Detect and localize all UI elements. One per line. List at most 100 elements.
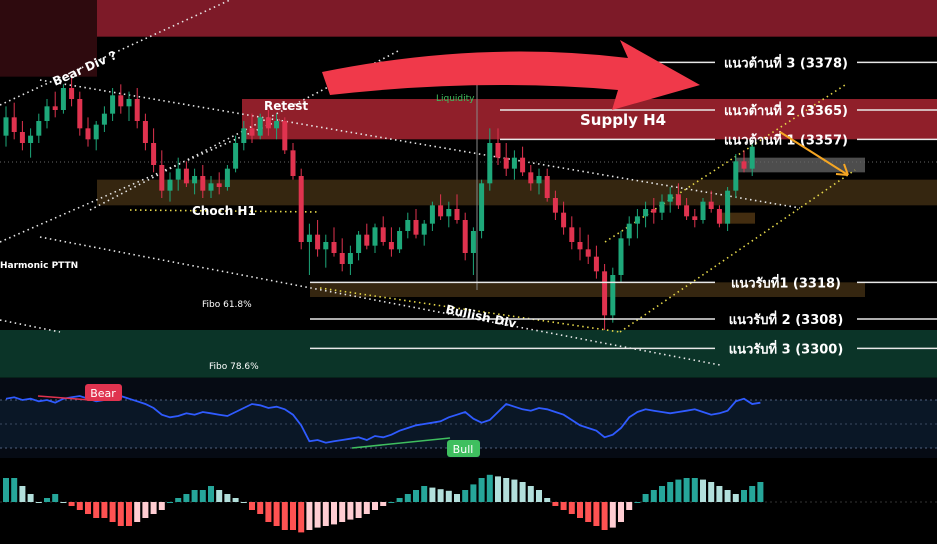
candle-body: [634, 216, 640, 224]
candle-body: [69, 88, 75, 99]
fibo-786-label: Fibo 78.6%: [209, 362, 259, 372]
histogram-bar: [659, 486, 665, 502]
candle-body: [725, 190, 731, 224]
candle-body: [298, 176, 304, 242]
candle-body: [52, 106, 58, 110]
candle-body: [290, 150, 296, 176]
candle-body: [347, 253, 353, 264]
bullish-div-label: Bullish Div: [444, 302, 517, 331]
histogram-bar: [404, 494, 411, 502]
candle-body: [249, 128, 255, 136]
level-label: แนวต้านที่ 2 (3365): [724, 101, 848, 119]
histogram-bar: [642, 494, 649, 502]
histogram-bar: [347, 502, 354, 520]
histogram-bar: [208, 486, 214, 502]
trendline-lower-channel: [0, 119, 281, 243]
rsi-bull-div-line: [351, 437, 451, 449]
candle-body: [241, 128, 247, 143]
candle-body: [503, 157, 509, 169]
histogram-bar: [339, 502, 346, 522]
candle-body: [3, 117, 9, 136]
histogram-bar: [445, 490, 452, 502]
candle-body: [651, 209, 657, 213]
histogram-bar: [126, 502, 132, 526]
histogram-bar: [486, 474, 493, 502]
candle-body: [470, 231, 476, 253]
histogram-bar: [175, 498, 182, 502]
histogram-bar: [183, 494, 190, 502]
candle-body: [77, 99, 83, 129]
candle-body: [643, 209, 649, 217]
candle-body: [511, 157, 517, 169]
candle-body: [380, 227, 386, 242]
histogram-bar: [495, 476, 501, 502]
candle-body: [569, 227, 575, 242]
harmonic-label: Harmonic PTTN: [0, 261, 78, 271]
histogram-bar: [593, 502, 600, 526]
histogram-bar: [618, 502, 624, 522]
target-box: [735, 157, 865, 173]
histogram-bar: [691, 478, 698, 502]
rsi-bear-label: Bear: [90, 387, 116, 400]
histogram-bar: [158, 502, 165, 510]
candle-body: [216, 183, 222, 187]
histogram-bar: [470, 484, 477, 502]
candle-body: [479, 183, 485, 231]
histogram-bar: [363, 502, 370, 514]
histogram-bar: [634, 502, 641, 503]
histogram-bar: [462, 490, 469, 502]
histogram-bar: [298, 502, 305, 533]
level-label: แนวรับที่ 3 (3300): [729, 339, 844, 357]
choch-h1-label: Choch H1: [192, 204, 256, 218]
candle-body: [446, 209, 452, 217]
fibo-618-label: Fibo 61.8%: [202, 300, 252, 310]
histogram-bar: [437, 489, 444, 502]
histogram-bar: [732, 494, 739, 502]
candle-body: [684, 205, 690, 217]
candle-body: [692, 216, 698, 220]
candle-body: [700, 201, 706, 220]
candle-body: [265, 117, 271, 129]
histogram-bar: [265, 502, 272, 522]
candle-body: [544, 176, 550, 198]
trendline-descending: [39, 79, 801, 209]
histogram-bar: [568, 502, 575, 514]
orange-arrow-head: [835, 163, 849, 176]
histogram-bar: [322, 502, 329, 526]
histogram-bar: [355, 502, 362, 518]
candle-body: [126, 99, 132, 107]
histogram-bar: [199, 490, 206, 502]
histogram-bar: [511, 479, 518, 502]
candle-body: [118, 95, 124, 107]
histogram-bar: [76, 502, 83, 510]
trendline-harmonic: [39, 236, 721, 366]
histogram-bar: [224, 494, 231, 502]
demand-zone-low: [0, 330, 937, 378]
rsi-bear-badge: [85, 384, 122, 401]
rsi-bull-label: Bull: [453, 443, 474, 456]
trendline-fibo: [0, 319, 61, 333]
level-label: แนวต้านที่ 3 (3378): [724, 53, 848, 71]
rsi-line: [5, 395, 761, 444]
histogram-bar: [109, 502, 116, 522]
candle-body: [602, 271, 608, 316]
candle-body: [200, 176, 206, 191]
candle-body: [306, 234, 312, 242]
candle-body: [339, 253, 345, 264]
histogram-bar: [35, 502, 42, 503]
histogram-bar: [585, 502, 592, 522]
histogram-bar: [741, 490, 747, 502]
histogram-bar: [117, 502, 124, 526]
candle-body: [454, 209, 460, 220]
candle-body: [438, 205, 444, 217]
histogram-bar: [650, 490, 657, 502]
candle-body: [585, 249, 591, 257]
candle-body: [741, 161, 747, 169]
histogram-bar: [527, 486, 534, 502]
candle-body: [183, 168, 189, 184]
choch-line: [129, 209, 321, 213]
histogram-bar: [52, 494, 59, 502]
liquidity-label: Liquidity: [436, 94, 475, 104]
